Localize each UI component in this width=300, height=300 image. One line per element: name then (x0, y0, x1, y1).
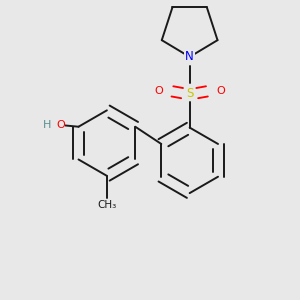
Text: O: O (154, 86, 163, 96)
Text: H: H (43, 120, 52, 130)
Text: O: O (216, 86, 225, 96)
Text: CH₃: CH₃ (97, 200, 116, 210)
Text: O: O (56, 120, 65, 130)
Text: N: N (185, 50, 194, 63)
Text: S: S (186, 87, 193, 100)
